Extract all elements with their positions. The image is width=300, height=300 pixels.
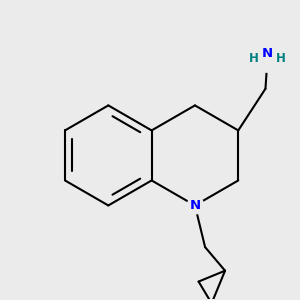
Text: H: H xyxy=(249,52,258,65)
Text: N: N xyxy=(189,199,200,212)
Text: N: N xyxy=(262,47,273,60)
Text: H: H xyxy=(276,52,286,65)
